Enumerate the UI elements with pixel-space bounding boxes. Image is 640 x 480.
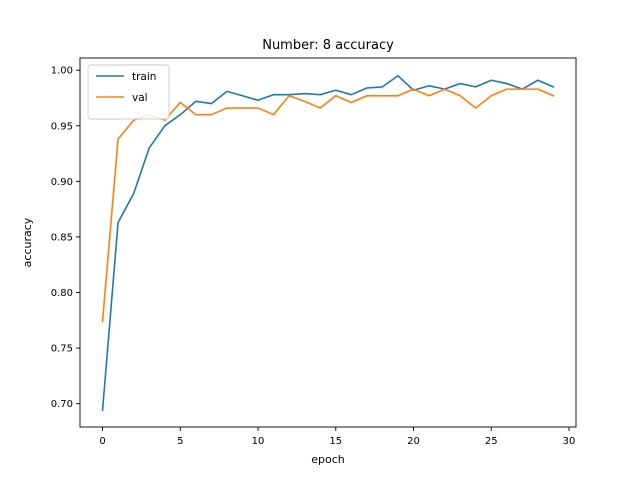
plot-area <box>79 57 577 428</box>
plot-frame <box>79 57 577 428</box>
x-tick-label: 0 <box>99 436 105 447</box>
y-axis: 0.70 0.75 0.80 0.85 0.90 0.95 1.00 <box>51 66 80 410</box>
y-axis-label: accuracy <box>21 217 34 267</box>
y-tick-label: 1.00 <box>51 66 73 77</box>
x-tick-label: 25 <box>485 436 498 447</box>
legend-label-train: train <box>132 71 156 83</box>
y-tick-label: 0.85 <box>51 232 73 243</box>
x-tick-label: 20 <box>407 436 420 447</box>
x-tick-label: 30 <box>563 436 576 447</box>
x-tick-label: 15 <box>329 436 342 447</box>
series-line-train <box>101 74 555 412</box>
x-axis-label: epoch <box>311 453 345 466</box>
legend-box <box>87 64 170 120</box>
x-tick-label: 10 <box>252 436 265 447</box>
y-tick-label: 0.95 <box>51 121 73 132</box>
y-tick-label: 0.75 <box>51 344 73 355</box>
legend-label-val: val <box>132 92 148 104</box>
x-tick-label: 5 <box>177 436 183 447</box>
chart-title: Number: 8 accuracy <box>262 38 394 53</box>
x-axis: 0 5 10 15 20 25 30 <box>99 427 575 447</box>
legend: train val <box>87 64 170 120</box>
series-line-val <box>101 88 555 323</box>
y-tick-label: 0.70 <box>51 399 73 410</box>
y-tick-label: 0.80 <box>51 288 73 299</box>
y-tick-label: 0.90 <box>51 177 73 188</box>
